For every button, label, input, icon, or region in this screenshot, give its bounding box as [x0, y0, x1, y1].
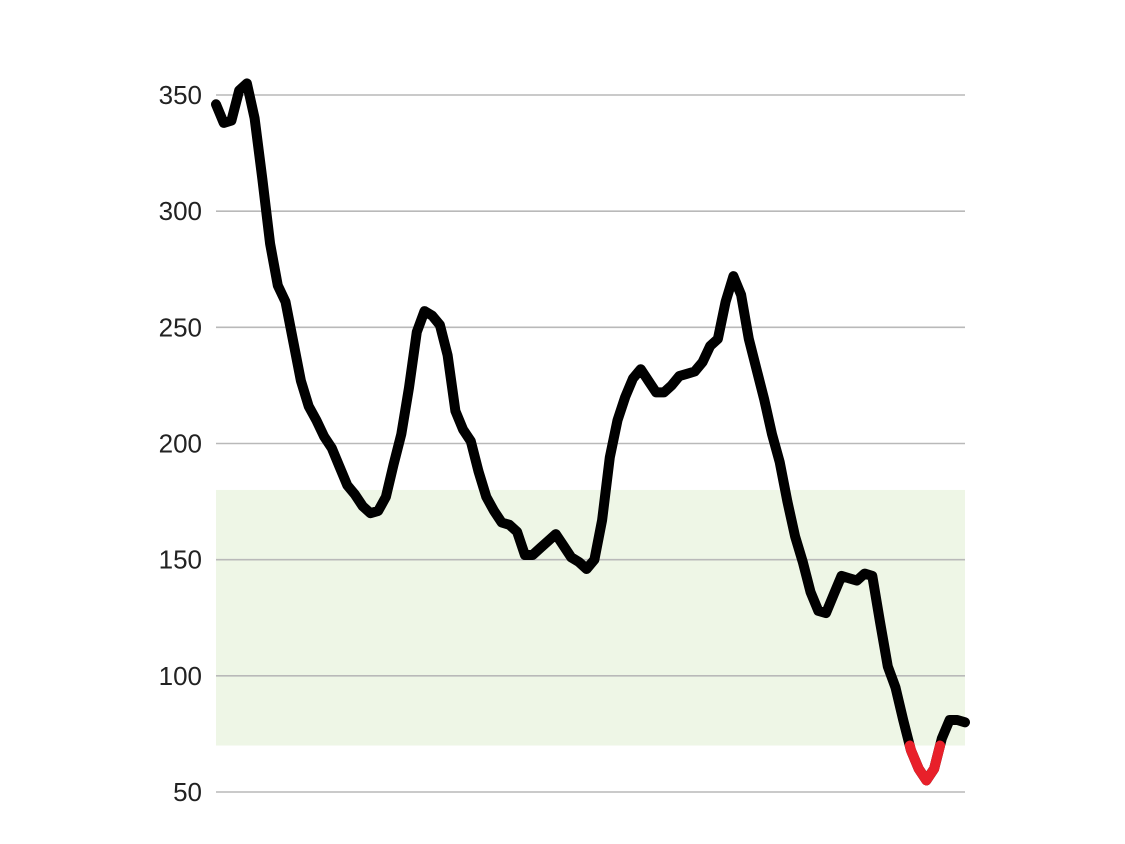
y-tick-label: 100	[159, 661, 202, 691]
y-tick-label: 300	[159, 196, 202, 226]
series-layer	[211, 78, 970, 786]
target-band-layer	[216, 489, 965, 746]
target-band	[216, 489, 965, 746]
y-axis-tick-labels: 350 300 250 200 150 100 50	[159, 80, 202, 807]
y-tick-label: 200	[159, 429, 202, 459]
series-line	[211, 78, 970, 786]
y-tick-label: 350	[159, 80, 202, 110]
below-band-segment	[929, 740, 946, 774]
y-tick-label: 250	[159, 312, 202, 342]
y-tick-label: 50	[173, 777, 202, 807]
y-tick-label: 150	[159, 545, 202, 575]
